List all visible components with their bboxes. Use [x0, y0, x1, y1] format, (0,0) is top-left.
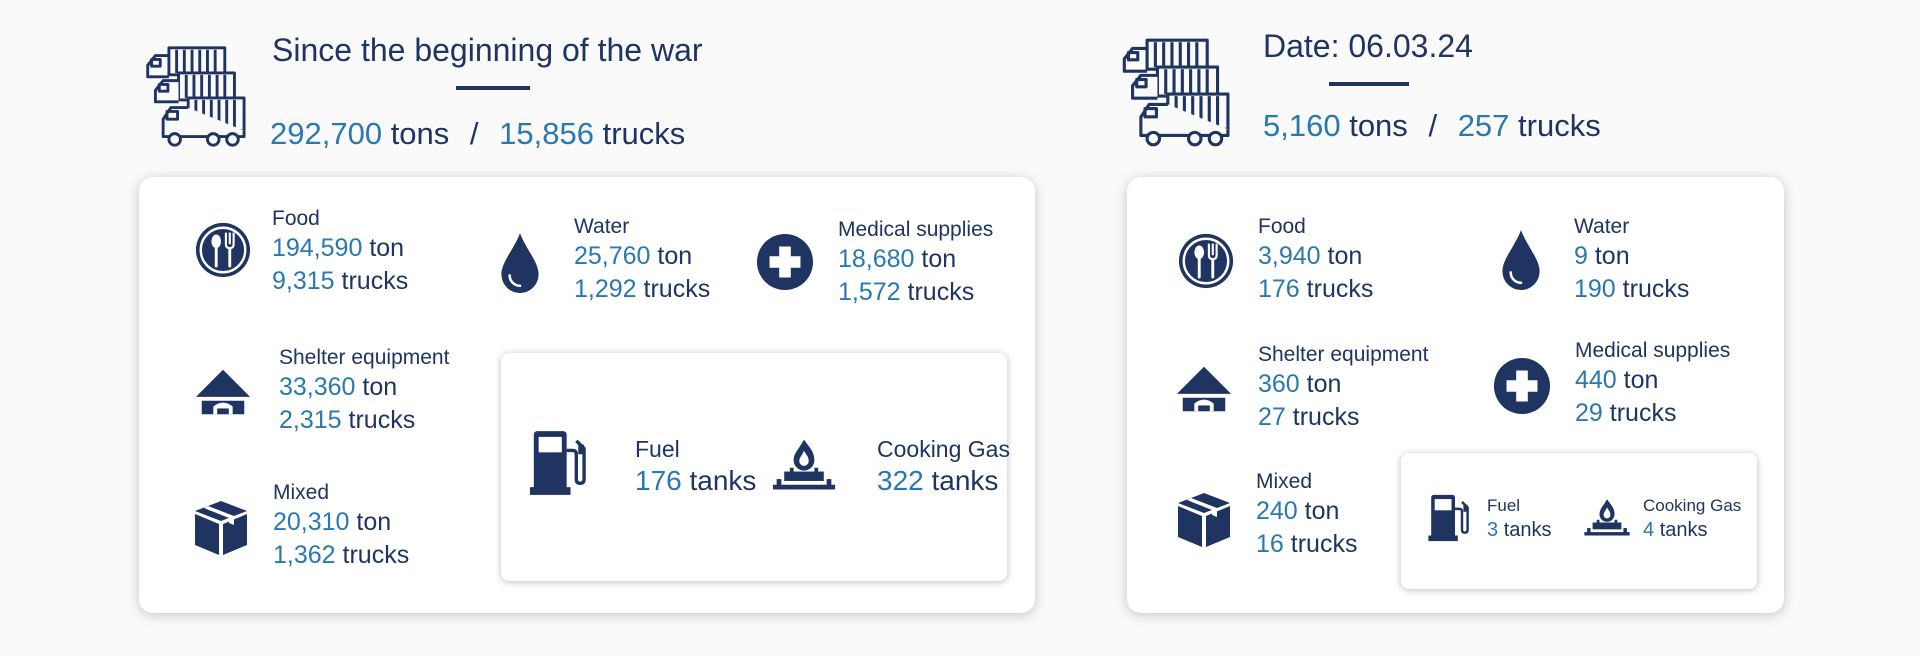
daily-shelter-ton: 360 [1258, 370, 1300, 398]
daily-water-trucks: 190 [1574, 275, 1616, 303]
cumulative-food-ton-unit: ton [369, 234, 405, 262]
daily-trucks-unit: trucks [1518, 108, 1601, 143]
daily-food-trucks: 176 [1258, 275, 1300, 303]
daily-fuel-gas-card: Fuel 3 tanks Cooking Gas 4 tanks [1401, 453, 1757, 589]
medical-cross-icon [1493, 357, 1551, 415]
daily-mixed-label: Mixed [1256, 470, 1313, 493]
cumulative-title-underline [456, 86, 530, 90]
cumulative-mixed-ton: 20,310 [273, 508, 350, 536]
daily-water-ton: 9 [1574, 242, 1588, 270]
cumulative-gas-tanks-unit: tanks [931, 465, 999, 496]
shelter-icon [194, 367, 252, 417]
daily-water-ton-unit: ton [1594, 242, 1630, 270]
daily-water-label: Water [1574, 215, 1630, 238]
daily-fuel-label: Fuel [1487, 496, 1521, 515]
gas-stove-icon [771, 435, 837, 493]
cumulative-mixed-trucks: 1,362 [273, 541, 336, 569]
cumulative-shelter-label: Shelter equipment [279, 346, 450, 369]
cumulative-water-ton-unit: ton [657, 242, 693, 270]
water-drop-icon [499, 231, 541, 293]
daily-medical-trucks: 29 [1575, 399, 1603, 427]
cumulative-totals: 292,700 tons / 15,856 trucks [270, 116, 685, 152]
food-icon [194, 221, 252, 279]
daily-total-trucks: 257 [1457, 108, 1510, 143]
cumulative-shelter-trucks: 2,315 [279, 406, 342, 434]
daily-separator: / [1428, 108, 1438, 143]
cumulative-medical-trucks: 1,572 [838, 278, 901, 306]
medical-cross-icon [756, 233, 814, 291]
cumulative-tons-unit: tons [390, 116, 450, 151]
daily-shelter-ton-unit: ton [1306, 370, 1342, 398]
cumulative-total-trucks: 15,856 [499, 116, 594, 151]
daily-total-tons: 5,160 [1263, 108, 1341, 143]
daily-fuel-tanks: 3 [1487, 519, 1499, 541]
daily-gas-tanks: 4 [1643, 519, 1655, 541]
cumulative-water-trucks-unit: trucks [643, 275, 711, 303]
cumulative-gas-tanks: 322 [877, 465, 924, 496]
daily-medical-ton-unit: ton [1623, 366, 1659, 394]
cumulative-shelter-trucks-unit: trucks [348, 406, 416, 434]
cumulative-total-tons: 292,700 [270, 116, 383, 151]
gas-stove-icon [1583, 495, 1631, 539]
daily-food-label: Food [1258, 215, 1306, 238]
cumulative-food-ton: 194,590 [272, 234, 363, 262]
daily-gas-tanks-unit: tanks [1659, 519, 1708, 541]
daily-food-ton-unit: ton [1327, 242, 1363, 270]
daily-mixed-trucks-unit: trucks [1290, 530, 1358, 558]
cumulative-fuel-tanks: 176 [635, 465, 682, 496]
cumulative-trucks-unit: trucks [602, 116, 686, 151]
cumulative-water-trucks: 1,292 [574, 275, 637, 303]
daily-card: Food 3,940 ton 176 trucks Water 9 ton 19… [1127, 177, 1784, 613]
daily-shelter-trucks-unit: trucks [1292, 403, 1360, 431]
cumulative-medical-ton-unit: ton [921, 245, 957, 273]
daily-title: Date: 06.03.24 [1263, 28, 1473, 64]
water-drop-icon [1500, 228, 1542, 290]
cumulative-separator: / [469, 116, 479, 151]
food-icon [1177, 232, 1235, 290]
cumulative-gas-label: Cooking Gas [877, 436, 1010, 462]
cumulative-fuel-label: Fuel [635, 436, 680, 462]
cumulative-water-ton: 25,760 [574, 242, 651, 270]
daily-food-ton: 3,940 [1258, 242, 1321, 270]
cumulative-fuel-tanks-unit: tanks [689, 465, 757, 496]
daily-food-trucks-unit: trucks [1306, 275, 1374, 303]
cumulative-water-label: Water [574, 215, 630, 238]
cumulative-food-trucks: 9,315 [272, 267, 335, 295]
cumulative-food-trucks-unit: trucks [341, 267, 409, 295]
daily-fuel-tanks-unit: tanks [1503, 519, 1552, 541]
daily-gas-label: Cooking Gas [1643, 496, 1742, 515]
trucks-icon [1116, 36, 1230, 150]
trucks-icon [140, 44, 246, 150]
cumulative-mixed-label: Mixed [273, 481, 330, 504]
cumulative-title: Since the beginning of the war [272, 32, 703, 68]
cumulative-mixed-trucks-unit: trucks [342, 541, 410, 569]
daily-mixed-trucks: 16 [1256, 530, 1284, 558]
cumulative-shelter-ton: 33,360 [279, 373, 356, 401]
daily-title-underline [1329, 82, 1409, 86]
fuel-pump-icon [528, 429, 586, 497]
cumulative-fuel-gas-card: Fuel 176 tanks Cooking Gas 322 tanks [501, 353, 1010, 581]
box-icon [191, 497, 251, 557]
cumulative-medical-ton: 18,680 [838, 245, 915, 273]
daily-tons-unit: tons [1349, 108, 1408, 143]
daily-shelter-label: Shelter equipment [1258, 343, 1429, 366]
cumulative-food-label: Food [272, 207, 320, 230]
daily-shelter-trucks: 27 [1258, 403, 1286, 431]
daily-medical-ton: 440 [1575, 366, 1617, 394]
shelter-icon [1175, 364, 1233, 414]
cumulative-medical-label: Medical supplies [838, 218, 994, 241]
fuel-pump-icon [1427, 493, 1469, 543]
daily-water-trucks-unit: trucks [1622, 275, 1690, 303]
cumulative-card: Food 194,590 ton 9,315 trucks Water 25,7… [139, 177, 1035, 613]
daily-mixed-ton: 240 [1256, 497, 1298, 525]
cumulative-medical-trucks-unit: trucks [907, 278, 975, 306]
daily-totals: 5,160 tons / 257 trucks [1263, 108, 1601, 144]
cumulative-shelter-ton-unit: ton [362, 373, 398, 401]
box-icon [1174, 489, 1234, 549]
cumulative-mixed-ton-unit: ton [356, 508, 392, 536]
daily-mixed-ton-unit: ton [1304, 497, 1340, 525]
daily-medical-trucks-unit: trucks [1609, 399, 1677, 427]
daily-medical-label: Medical supplies [1575, 339, 1731, 362]
